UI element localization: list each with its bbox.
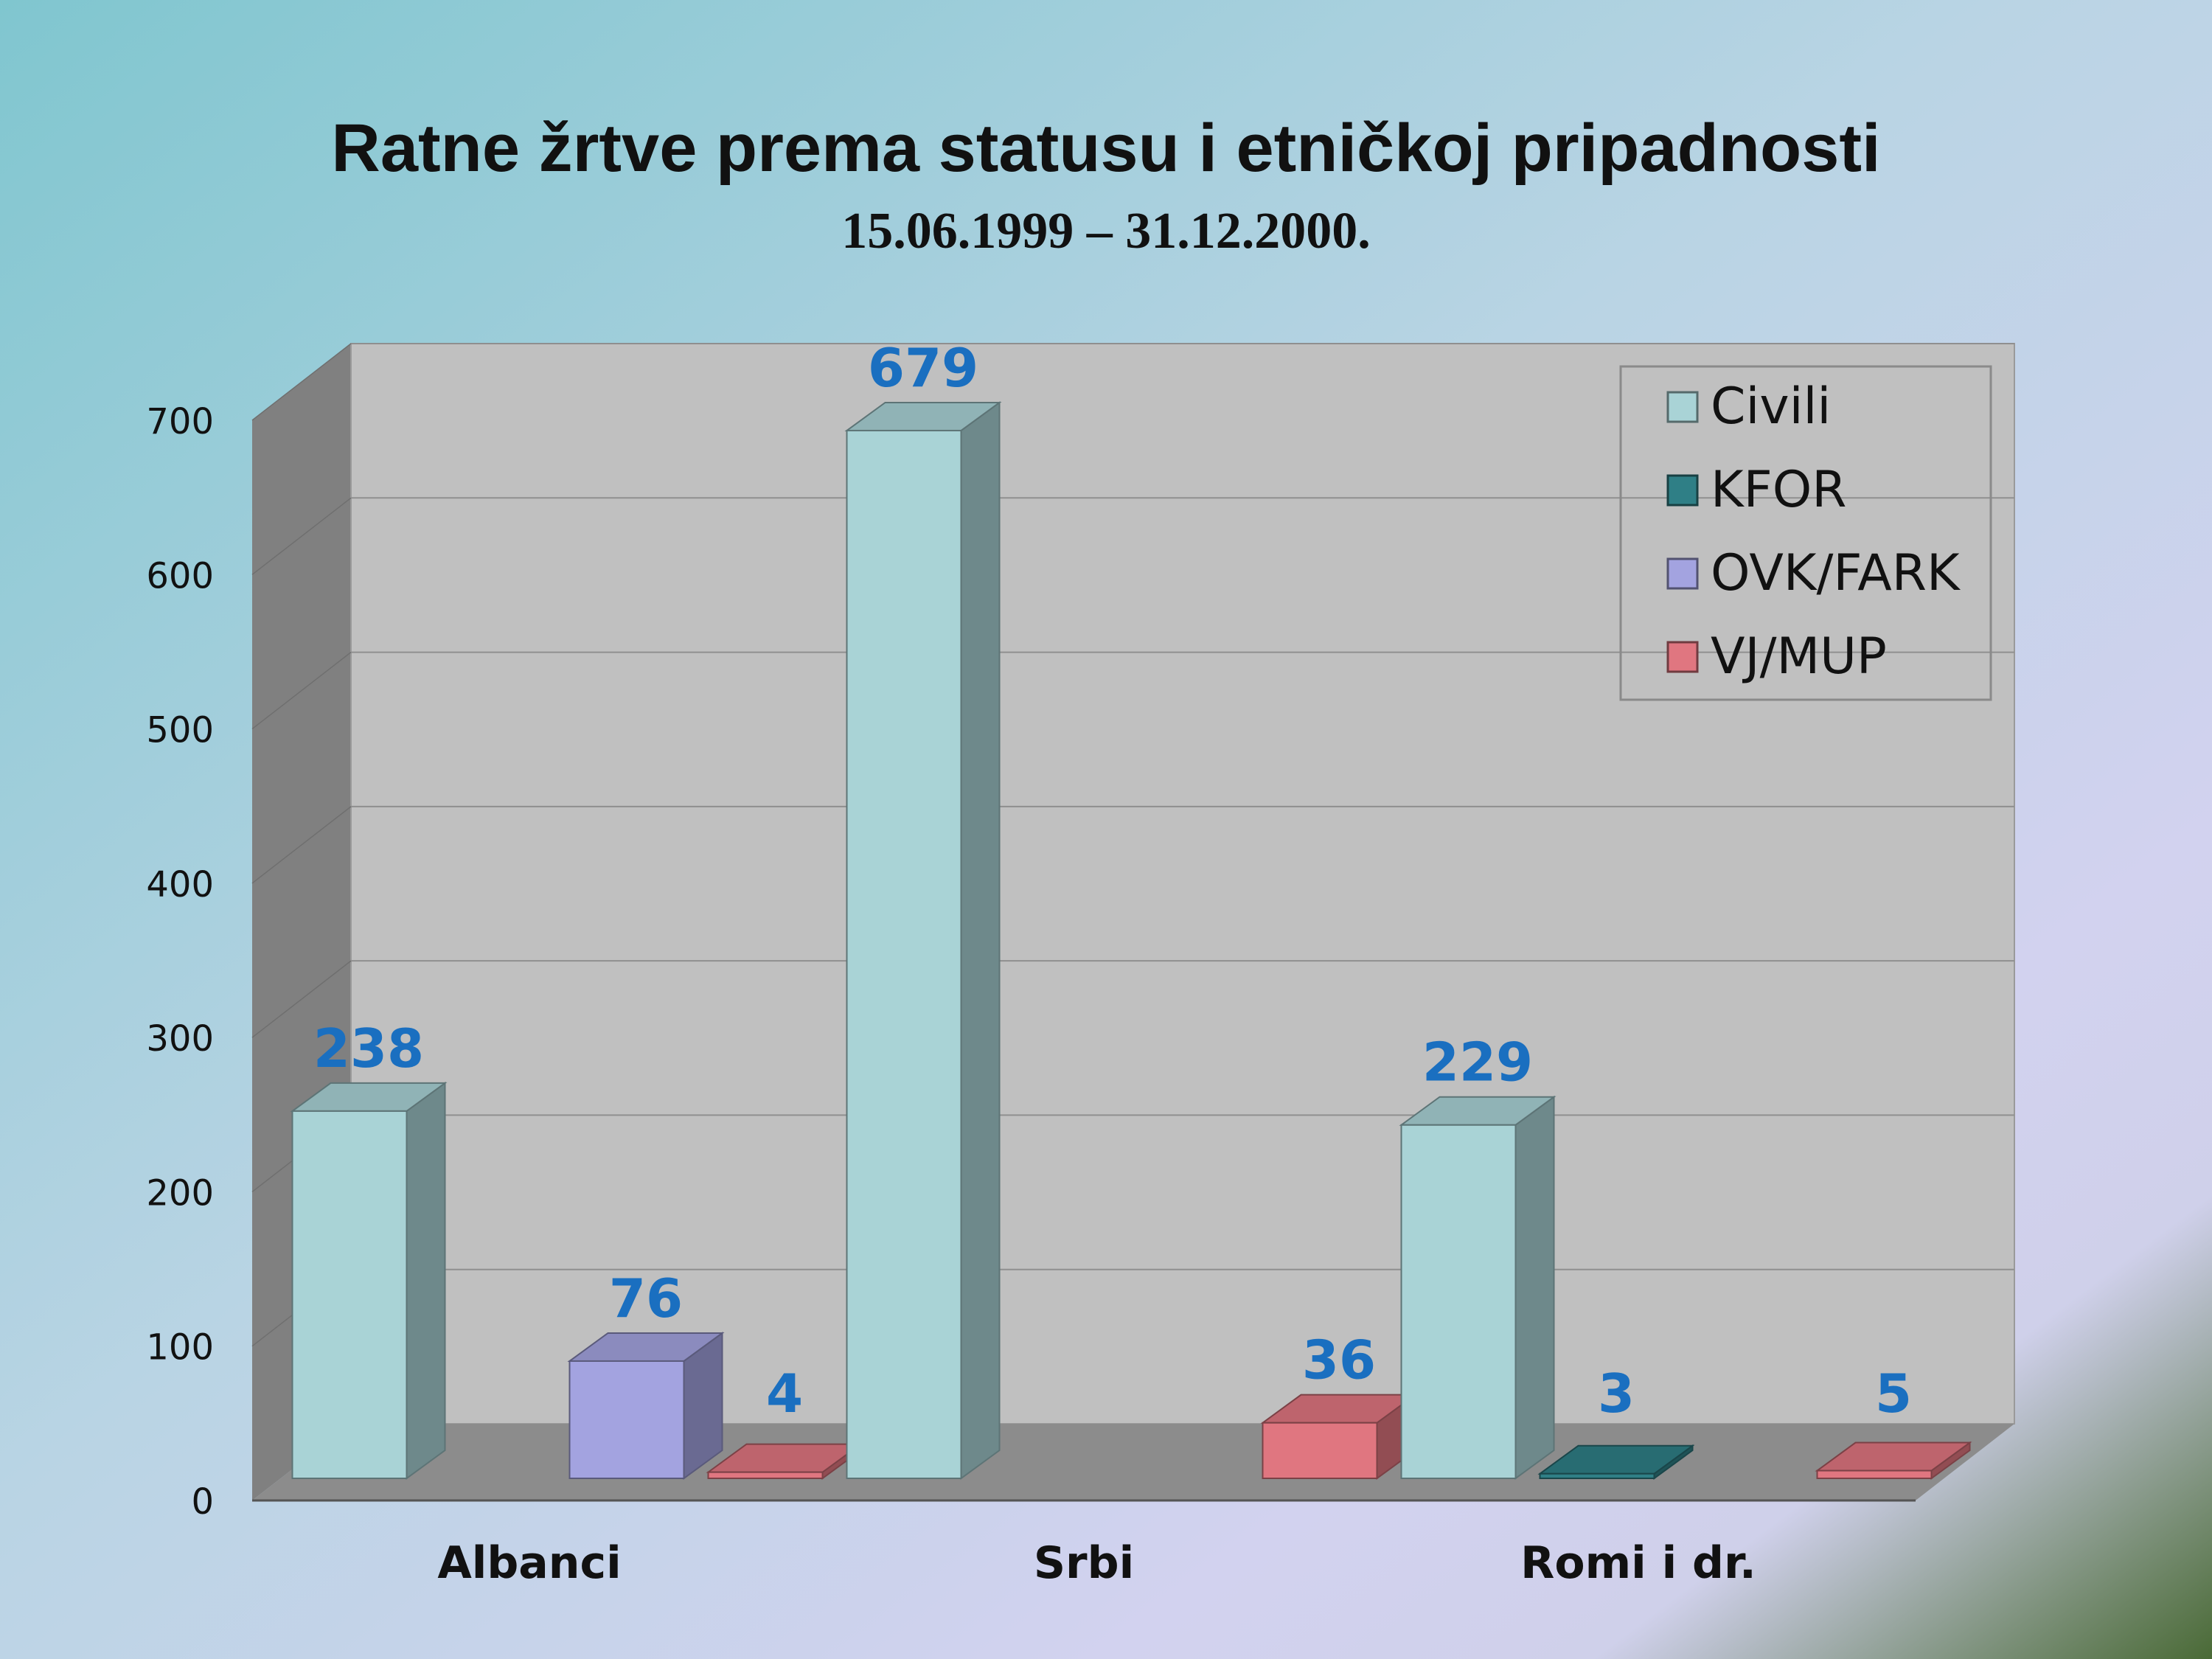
data-label: 4 — [766, 1363, 803, 1425]
legend-swatch — [1666, 474, 1699, 507]
y-tick-label: 100 — [146, 1327, 214, 1368]
legend-label: OVK/FARK — [1711, 544, 1961, 602]
legend-item-ovk-fark[interactable]: OVK/FARK — [1666, 544, 1961, 602]
bar-kfor[interactable] — [1537, 1444, 1695, 1480]
y-tick-label: 700 — [146, 401, 214, 442]
x-axis: Albanci Srbi Romi i dr. — [437, 1537, 1756, 1589]
data-label: 36 — [1302, 1329, 1376, 1391]
bar-civili[interactable] — [290, 1081, 448, 1480]
y-tick-label: 200 — [146, 1172, 214, 1214]
data-labels: 238 76 4 679 36 229 3 5 — [313, 337, 1912, 1425]
y-tick-label: 600 — [146, 555, 214, 597]
legend-label: Civili — [1711, 378, 1831, 436]
x-tick-label: Albanci — [437, 1537, 621, 1589]
bar-ovk-fark[interactable] — [567, 1331, 725, 1480]
data-label: 679 — [868, 337, 978, 399]
gridline-side — [251, 343, 352, 421]
y-tick-label: 0 — [191, 1481, 214, 1523]
bar-vj-mup[interactable] — [706, 1442, 863, 1480]
y-tick-label: 300 — [146, 1018, 214, 1060]
data-label: 238 — [313, 1018, 424, 1079]
legend-item-kfor[interactable]: KFOR — [1666, 461, 1846, 519]
legend-label: KFOR — [1711, 461, 1846, 519]
legend-box — [1619, 365, 1992, 701]
data-label: 5 — [1875, 1363, 1912, 1425]
plot-area — [251, 343, 2015, 1502]
bar-vj-mup[interactable] — [1815, 1441, 1972, 1480]
data-label: 76 — [609, 1267, 683, 1329]
legend-swatch — [1666, 557, 1699, 590]
y-tick-label: 400 — [146, 864, 214, 905]
chart-subtitle: 15.06.1999 – 31.12.2000. — [841, 203, 1371, 260]
bar-vj-mup[interactable] — [1260, 1393, 1418, 1480]
legend-label: VJ/MUP — [1711, 627, 1887, 686]
data-label: 3 — [1598, 1363, 1635, 1425]
gridline-side — [251, 806, 352, 884]
gridline-side — [251, 651, 352, 730]
back-wall — [350, 343, 2015, 1425]
legend-swatch — [1666, 641, 1699, 673]
legend-item-vj-mup[interactable]: VJ/MUP — [1666, 627, 1887, 686]
x-tick-label: Srbi — [1034, 1537, 1134, 1589]
data-label: 229 — [1422, 1032, 1533, 1093]
y-tick-label: 500 — [146, 710, 214, 751]
bar-civili[interactable] — [844, 400, 1002, 1480]
x-tick-label: Romi i dr. — [1520, 1537, 1756, 1589]
legend-item-civili[interactable]: Civili — [1666, 378, 1831, 436]
y-axis: 0 100 200 300 400 500 600 700 — [146, 401, 214, 1523]
bars-group — [290, 400, 1972, 1480]
floor — [252, 1424, 2014, 1500]
chart-title: Ratne žrtve prema statusu i etničkoj pri… — [331, 111, 1880, 186]
legend-swatch — [1666, 391, 1699, 423]
gridline-side — [251, 497, 352, 575]
legend[interactable]: Civili KFOR OVK/FARK VJ/MUP — [1619, 365, 1992, 701]
bar-civili[interactable] — [1399, 1095, 1557, 1480]
gridline-side — [251, 960, 352, 1038]
